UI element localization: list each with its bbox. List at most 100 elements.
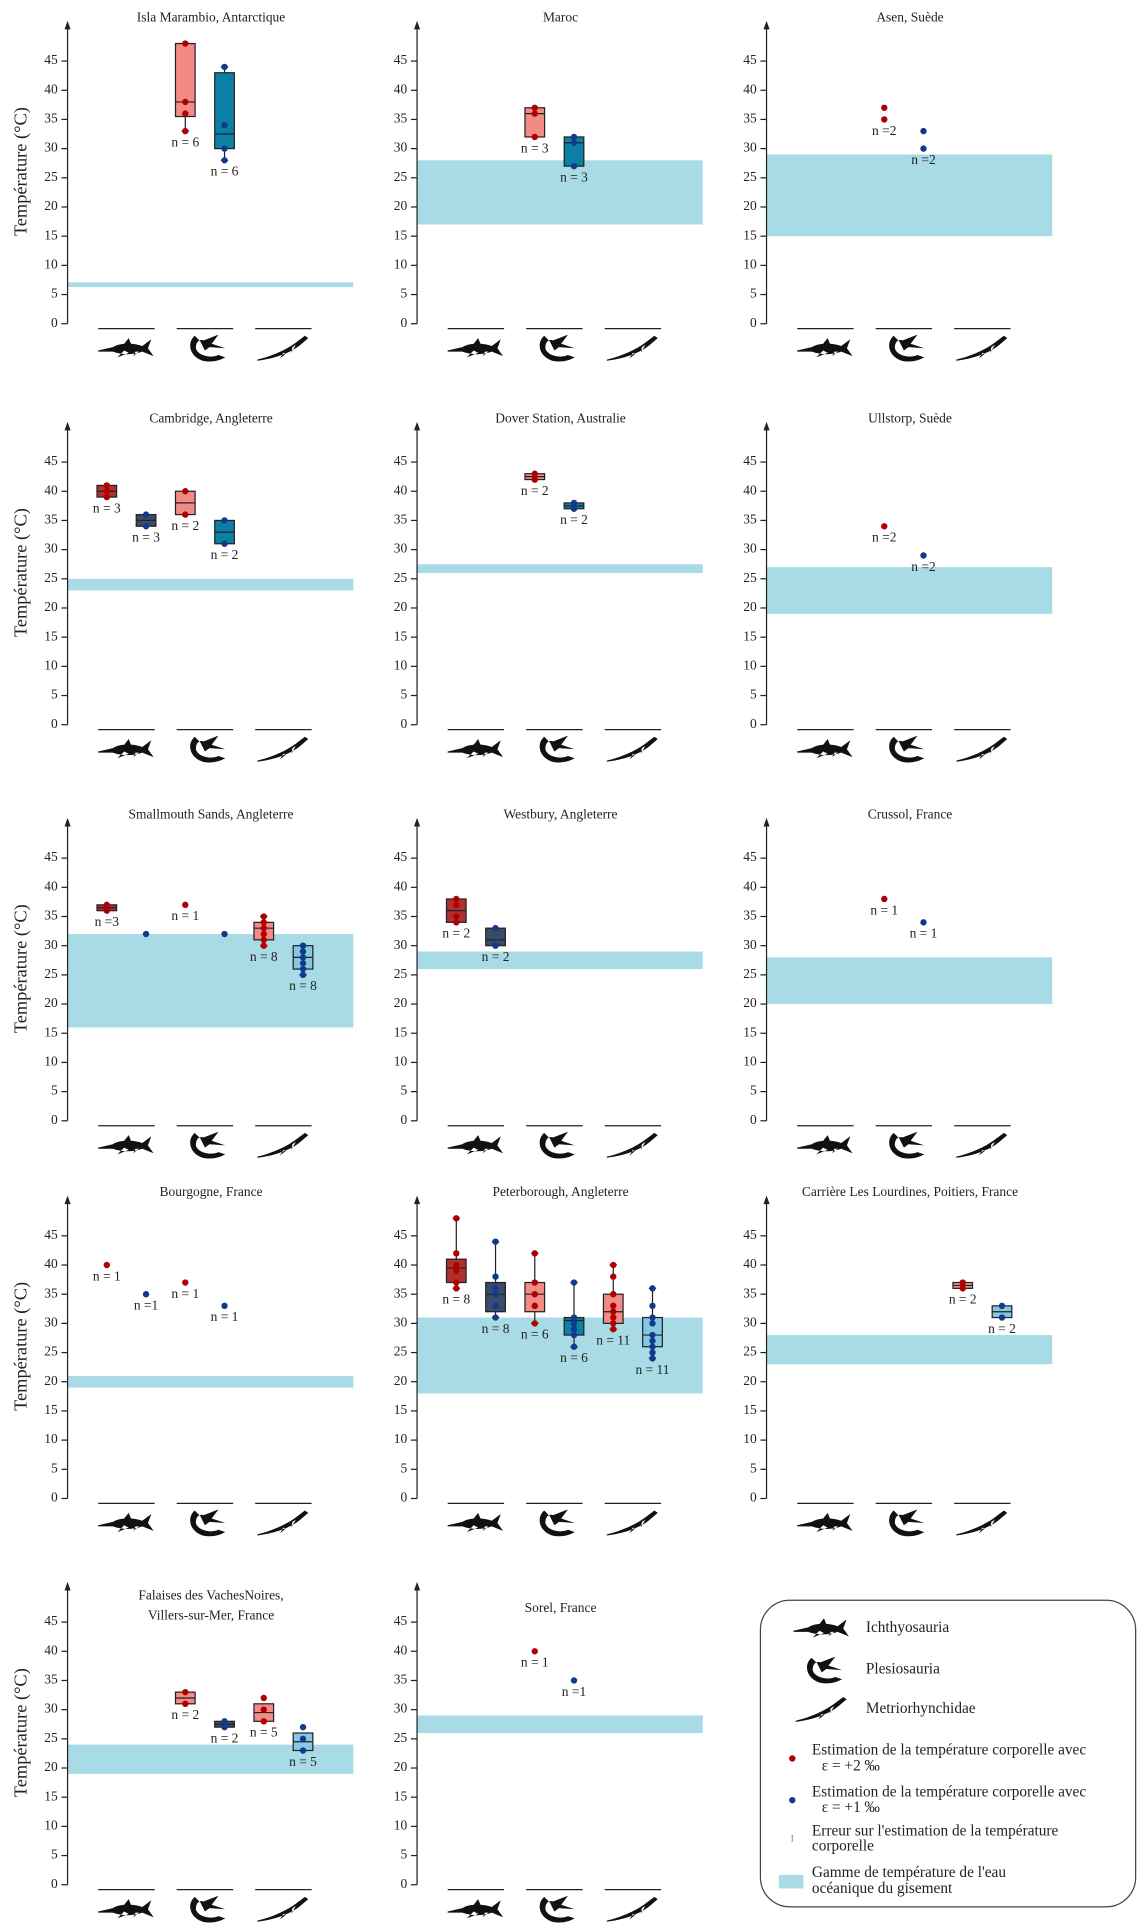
y-tick-label: 25 bbox=[394, 570, 408, 585]
point bbox=[649, 1285, 656, 1292]
axis-arrow bbox=[763, 20, 770, 30]
taxon-icon bbox=[956, 335, 1008, 361]
point bbox=[260, 930, 267, 938]
point bbox=[453, 1250, 460, 1257]
point bbox=[531, 476, 538, 483]
point bbox=[103, 907, 111, 914]
n-label: n = 2 bbox=[949, 1292, 977, 1307]
y-tick-label: 30 bbox=[743, 541, 757, 556]
y-tick-label: 10 bbox=[44, 657, 58, 672]
y-tick-label: 5 bbox=[750, 687, 757, 702]
point bbox=[260, 1694, 267, 1702]
point bbox=[492, 924, 499, 932]
y-tick-label: 25 bbox=[394, 1730, 408, 1745]
y-tick-label: 40 bbox=[743, 81, 757, 96]
y-tick-label: 30 bbox=[743, 140, 757, 155]
y-tick-label: 0 bbox=[51, 1112, 58, 1127]
box bbox=[174, 42, 196, 118]
taxon-icon bbox=[539, 334, 575, 362]
y-tick-label: 20 bbox=[44, 198, 58, 213]
point bbox=[453, 1279, 460, 1286]
y-tick-label: 30 bbox=[44, 1314, 58, 1329]
y-tick-label: 25 bbox=[743, 966, 757, 981]
ocean-band bbox=[766, 154, 1053, 237]
y-tick-label: 45 bbox=[394, 849, 408, 864]
y-tick-label: 10 bbox=[394, 256, 408, 271]
y-tick-label: 30 bbox=[394, 541, 408, 556]
y-tick-label: 25 bbox=[44, 169, 58, 184]
chart-title: Crussol, France bbox=[868, 807, 953, 822]
n-label: n = 2 bbox=[442, 926, 470, 941]
y-tick-label: 15 bbox=[743, 1024, 757, 1039]
ocean-band bbox=[417, 160, 703, 225]
y-tick-label: 40 bbox=[394, 1256, 408, 1271]
y-tick-label: 5 bbox=[750, 1460, 757, 1475]
point bbox=[299, 960, 307, 967]
y-tick-label: 20 bbox=[394, 599, 408, 614]
y-tick-label: 45 bbox=[44, 453, 58, 468]
n-label: n = 11 bbox=[596, 1333, 630, 1348]
ocean-band bbox=[766, 957, 1053, 1005]
n-label: n = 1 bbox=[171, 1286, 199, 1301]
taxon-icon bbox=[889, 1509, 925, 1537]
legend-error-symbol: I bbox=[791, 1834, 794, 1845]
point bbox=[299, 1735, 307, 1743]
point bbox=[531, 133, 538, 141]
y-tick-label: 20 bbox=[394, 1759, 408, 1774]
y-tick-label: 20 bbox=[44, 995, 58, 1010]
y-tick-label: 15 bbox=[44, 1024, 58, 1039]
point bbox=[221, 540, 228, 547]
point bbox=[299, 942, 307, 949]
y-tick-label: 40 bbox=[394, 878, 408, 893]
n-label: n = 6 bbox=[560, 1350, 588, 1365]
axis-arrow bbox=[763, 421, 770, 431]
y-tick-label: 40 bbox=[394, 81, 408, 96]
taxon-icon bbox=[606, 1896, 658, 1922]
axis-arrow bbox=[64, 20, 71, 30]
point bbox=[492, 1238, 499, 1245]
point bbox=[881, 895, 888, 903]
n-label: n =2 bbox=[872, 530, 896, 545]
y-tick-label: 30 bbox=[394, 1314, 408, 1329]
y-tick-label: 15 bbox=[44, 1788, 58, 1803]
n-label: n = 2 bbox=[988, 1321, 1016, 1336]
y-tick-label: 45 bbox=[743, 52, 757, 67]
legend-label: Estimation de la température corporelle … bbox=[812, 1783, 1086, 1800]
point bbox=[531, 1279, 538, 1286]
point bbox=[453, 1215, 460, 1222]
taxon-icon bbox=[190, 735, 226, 763]
y-tick-label: 35 bbox=[743, 512, 757, 527]
point bbox=[492, 1314, 499, 1321]
point bbox=[920, 145, 927, 152]
point bbox=[299, 1723, 307, 1731]
y-tick-label: 25 bbox=[394, 1344, 408, 1359]
point bbox=[182, 40, 189, 47]
n-label: n =2 bbox=[911, 559, 935, 574]
point bbox=[260, 942, 267, 949]
chart-title: Maroc bbox=[543, 9, 578, 24]
point bbox=[221, 1723, 228, 1731]
y-tick-label: 25 bbox=[743, 570, 757, 585]
chart-title: Peterborough, Angleterre bbox=[492, 1184, 628, 1199]
taxon-icon bbox=[606, 335, 658, 361]
ocean-band bbox=[67, 1375, 354, 1388]
point bbox=[142, 511, 150, 518]
n-label: n = 6 bbox=[211, 164, 239, 179]
point bbox=[221, 930, 228, 938]
point bbox=[570, 1314, 578, 1321]
n-label: n =1 bbox=[134, 1298, 158, 1313]
taxon-icon bbox=[257, 736, 309, 762]
n-label: n = 2 bbox=[521, 483, 549, 498]
point bbox=[492, 1285, 499, 1292]
y-tick-label: 0 bbox=[750, 315, 757, 330]
n-label: n = 3 bbox=[560, 169, 588, 184]
point bbox=[610, 1291, 617, 1298]
y-tick-label: 45 bbox=[44, 52, 58, 67]
chart-title: Asen, Suède bbox=[876, 9, 943, 24]
y-tick-label: 5 bbox=[401, 1083, 408, 1098]
n-label: n = 2 bbox=[171, 1707, 199, 1722]
y-tick-label: 15 bbox=[394, 1402, 408, 1417]
y-tick-label: 40 bbox=[44, 1256, 58, 1271]
taxon-icon bbox=[797, 1512, 853, 1533]
n-label: n = 5 bbox=[289, 1754, 317, 1769]
